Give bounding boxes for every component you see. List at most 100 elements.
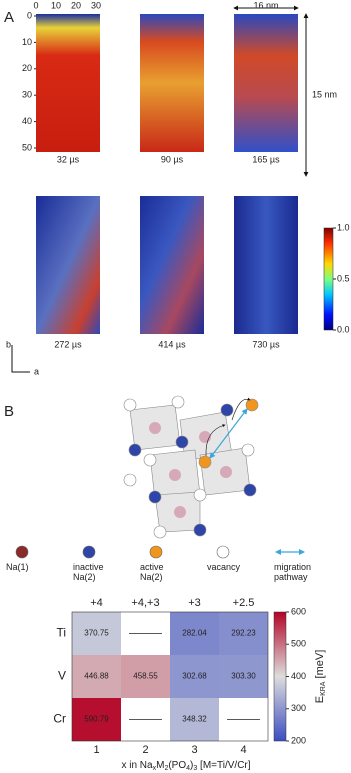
- y-tick-label: 50: [22, 142, 32, 152]
- x-label-part: 4: [186, 765, 190, 772]
- row-label: Cr: [53, 712, 66, 726]
- x-label-part: ): [190, 760, 193, 771]
- heat-cell: [72, 655, 121, 698]
- heatmap-frame: [71, 611, 269, 742]
- y-tick-label: 20: [22, 63, 32, 73]
- legend-line: migration: [274, 562, 311, 572]
- width-label: 16 nm: [253, 0, 278, 10]
- x-label-part: [M=Ti/V/Cr]: [197, 760, 250, 771]
- legend-marker: [216, 545, 230, 559]
- legend-label: migration pathway: [274, 562, 311, 582]
- legend-line: Na(1): [6, 562, 29, 572]
- legend-label: vacancy: [207, 562, 241, 572]
- legend-marker: [15, 545, 29, 559]
- colorbar-tick-label: 300: [291, 703, 306, 713]
- cell-label: 303.30: [231, 672, 256, 681]
- cell-label: 292.23: [231, 629, 256, 638]
- heat-cell: [170, 612, 219, 655]
- x-tick-label: 20: [71, 0, 81, 10]
- legend-label: active Na(2): [140, 562, 164, 582]
- time-label: 730 µs: [252, 339, 280, 349]
- legend-line: active: [140, 562, 164, 572]
- cell-label: 458.55: [133, 672, 158, 681]
- heat-cell: [219, 612, 268, 655]
- row-label: Ti: [56, 626, 66, 640]
- heat-cell: [121, 655, 170, 698]
- legend-line: Na(2): [73, 572, 96, 582]
- colorbar-tick-label: 0.0: [337, 324, 350, 334]
- snapshot: [140, 14, 204, 152]
- colorbar-tick-label: 500: [291, 639, 306, 649]
- md-snapshots: [11, 5, 334, 373]
- heat-cell: [219, 655, 268, 698]
- y-tick-label: 10: [22, 37, 32, 47]
- time-label: 414 µs: [158, 339, 186, 349]
- y-tick-label: 0: [27, 10, 32, 20]
- colorbar-tick-label: 1.0: [337, 222, 350, 232]
- colorbar-tick-label: 600: [291, 606, 306, 616]
- y-tick-label: 40: [22, 116, 32, 126]
- x-label-part: 3: [193, 765, 197, 772]
- colorbar: [273, 611, 287, 742]
- snapshot: [140, 196, 204, 334]
- cell-label: 348.32: [182, 715, 207, 724]
- cell-label: 302.68: [182, 672, 207, 681]
- x-label-part: 2: [164, 765, 168, 772]
- time-label: 90 µs: [161, 154, 184, 164]
- colorbar-tick-label: 200: [291, 735, 306, 745]
- axes-icon: [11, 345, 30, 373]
- panel-label: B: [4, 403, 14, 420]
- top-label: +2.5: [233, 597, 255, 609]
- legend-line: vacancy: [207, 562, 241, 572]
- heat-cell: [170, 698, 219, 741]
- x-label-part: M: [156, 760, 164, 771]
- heat-cell: [72, 612, 121, 655]
- heat-cell: [170, 655, 219, 698]
- x-label-part: x in Na: [121, 760, 153, 771]
- x-label-part: (PO: [168, 760, 186, 771]
- snapshot: [234, 14, 298, 152]
- cell-label: 370.75: [84, 629, 109, 638]
- x-label-part: x: [153, 765, 157, 772]
- legend-label: Na(1): [6, 562, 29, 572]
- panel-label: A: [4, 9, 14, 26]
- heat-cell: [72, 698, 121, 741]
- cell-label: 282.04: [182, 629, 207, 638]
- x-tick-label: 0: [33, 0, 38, 10]
- colorbar-label-part: KRA: [320, 681, 327, 696]
- colorbar-tick-label: 0.5: [337, 273, 350, 283]
- time-label: 32 µs: [57, 154, 80, 164]
- x-tick-label: 2: [142, 744, 148, 756]
- colorbar-label: EKRA [meV]: [314, 650, 327, 704]
- y-tick-label: 30: [22, 90, 32, 100]
- top-label: +4,+3: [131, 597, 159, 609]
- snapshot: [36, 14, 100, 152]
- colorbar: [323, 227, 334, 331]
- crystal-diagram: [123, 395, 259, 539]
- snapshot: [36, 196, 100, 334]
- colorbar-label-part: [meV]: [314, 650, 326, 682]
- x-axis-label: x in NaxM2(PO4)3 [M=Ti/V/Cr]: [121, 760, 250, 772]
- axis-label: b: [6, 339, 11, 349]
- time-label: 272 µs: [54, 339, 82, 349]
- cell-label: 590.79: [84, 715, 109, 724]
- legend-marker: [149, 545, 163, 559]
- legend-line: pathway: [274, 572, 308, 582]
- x-tick-label: 10: [51, 0, 61, 10]
- colorbar-label-part: E: [314, 696, 326, 703]
- legend-line: Na(2): [140, 572, 163, 582]
- top-label: +4: [90, 597, 103, 609]
- row-label: V: [58, 669, 66, 683]
- snapshot: [234, 196, 298, 334]
- colorbar-tick-label: 400: [291, 671, 306, 681]
- x-tick-label: 4: [240, 744, 246, 756]
- legend-line: inactive: [73, 562, 104, 572]
- time-label: 165 µs: [252, 154, 280, 164]
- x-tick-label: 30: [91, 0, 101, 10]
- top-label: +3: [188, 597, 201, 609]
- cell-label: 446.88: [84, 672, 109, 681]
- x-tick-label: 3: [191, 744, 197, 756]
- height-label: 15 nm: [312, 89, 337, 99]
- legend-label: inactive Na(2): [73, 562, 104, 582]
